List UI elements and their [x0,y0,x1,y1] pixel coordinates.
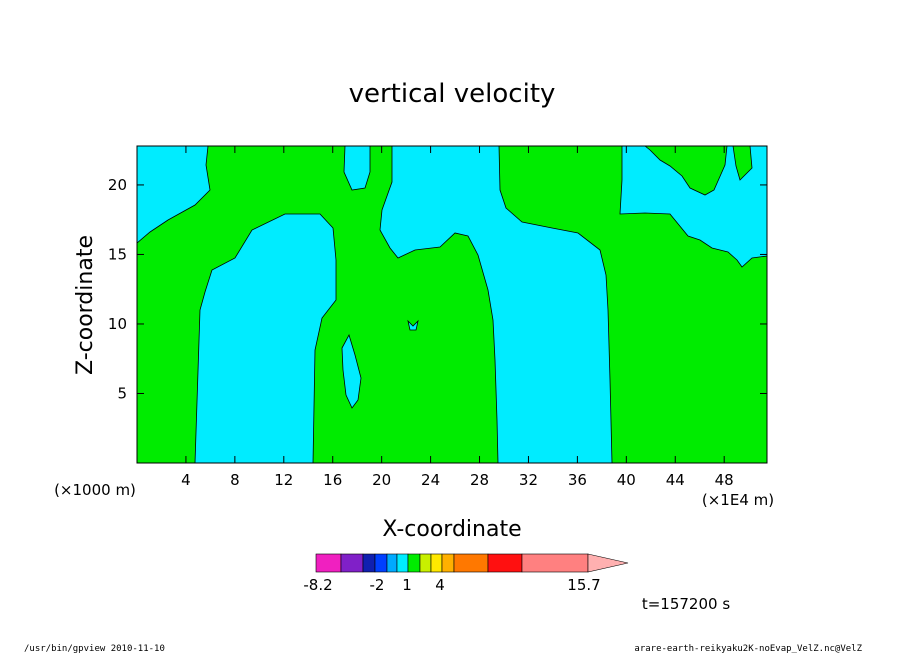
footer-left: /usr/bin/gpview 2010-11-10 [24,644,165,654]
x-axis-label: X-coordinate [382,517,521,542]
x-tick-label: 44 [666,471,685,489]
x-tick-label: 48 [715,471,734,489]
colorbar-tick-label: 15.7 [567,576,600,594]
colorbar-segment [407,553,421,573]
colorbar-segment [487,553,523,573]
colorbar-tick-label: -2 [370,576,385,594]
colorbar-labels: -8.2 -2 1 4 15.7 [303,576,600,594]
time-label: t=157200 s [642,595,730,613]
colorbar-tick-label: -8.2 [303,576,332,594]
chart-title: vertical velocity [349,79,556,109]
colorbar-segment [374,553,388,573]
colorbar-tick-label: 4 [435,576,445,594]
colorbar-segment [362,553,376,573]
contour-region-negative [619,145,768,268]
contour-region-negative [341,333,362,409]
y-tick-label: 5 [117,384,127,402]
colorbar-segment [441,553,455,573]
contour-region-negative [194,213,337,464]
x-tick-label: 24 [421,471,440,489]
contour-region-negative [379,145,613,464]
colorbar [315,553,629,573]
colorbar-segment [396,553,409,573]
x-axis-ticks: 4 8 12 16 20 24 28 32 36 40 44 48 [181,146,734,489]
colorbar-tick-label: 1 [402,576,412,594]
colorbar-segment [430,553,443,573]
x-tick-label: 8 [230,471,240,489]
x-tick-label: 32 [519,471,538,489]
colorbar-segment [386,553,398,573]
contour-region-negative [136,145,211,244]
y-axis-label: Z-coordinate [73,235,98,375]
footer-right: arare-earth-reikyaku2K-noEvap_VelZ.nc@Ve… [634,644,862,654]
plot-frame [136,145,768,464]
colorbar-segment [453,553,489,573]
x-tick-label: 28 [470,471,489,489]
contour-region-negative [407,319,419,331]
colorbar-segment [340,553,364,573]
x-tick-label: 40 [617,471,636,489]
y-tick-label: 20 [108,176,127,194]
y-tick-label: 15 [108,245,127,263]
x-tick-label: 36 [568,471,587,489]
colorbar-segment [419,553,432,573]
x-tick-label: 12 [274,471,293,489]
x-unit-left: (×1000 m) [54,481,136,499]
y-axis-ticks: 5 10 15 20 [108,176,767,402]
x-tick-label: 20 [372,471,391,489]
colorbar-segment [315,553,342,573]
colorbar-segment [521,553,589,573]
x-tick-label: 16 [323,471,342,489]
colorbar-arrow [587,553,629,573]
x-unit-right: (×1E4 m) [702,491,774,509]
y-tick-label: 10 [108,315,127,333]
x-tick-label: 4 [181,471,191,489]
